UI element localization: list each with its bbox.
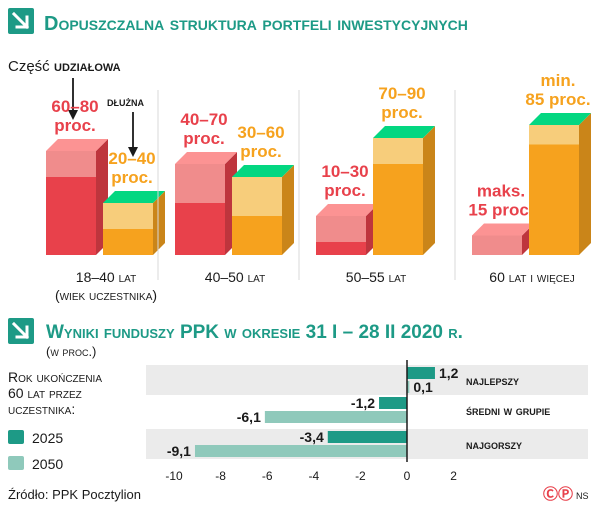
bar-value-label: 20–40 xyxy=(108,149,155,168)
category-label: 18–40 lat xyxy=(76,269,136,285)
result-bar xyxy=(407,367,435,379)
bar-min-segment xyxy=(529,144,579,255)
bar-side-face xyxy=(153,191,165,255)
bar-top-face xyxy=(529,113,591,125)
bar-value-label: min. xyxy=(541,71,576,90)
x-tick-label: 0 xyxy=(404,469,411,483)
bar-value-label: 30–60 xyxy=(237,123,284,142)
bar-value-label: 10–30 xyxy=(321,162,368,181)
bar-value-label: 60–80 xyxy=(51,97,98,116)
legend-equity-arrowhead xyxy=(68,110,78,120)
bar-side-face xyxy=(423,126,435,255)
legend-series-label: 2050 xyxy=(32,456,63,472)
bar-top-face xyxy=(46,139,108,151)
row-band xyxy=(146,365,588,395)
section2-subtitle: (w proc.) xyxy=(46,344,96,359)
bar-value-unit: proc. xyxy=(324,181,366,200)
bar-min-segment xyxy=(373,164,423,255)
bar-min-segment xyxy=(175,203,225,255)
bar-value-unit: proc. xyxy=(381,103,423,122)
x-tick-label: -8 xyxy=(215,469,226,483)
bar-side-face xyxy=(579,113,591,255)
bar-min-segment xyxy=(46,177,96,255)
legend-series-label: 2025 xyxy=(32,430,63,446)
result-value-label: -6,1 xyxy=(237,409,261,425)
bar-value-unit: proc. xyxy=(54,116,96,135)
bar-top-face xyxy=(472,223,534,236)
section2-header: Wyniki funduszy PPK w okresie 31 I – 28 … xyxy=(8,318,463,359)
result-bar xyxy=(327,431,407,443)
result-bar xyxy=(194,445,407,457)
bar-side-face xyxy=(282,165,294,255)
bar-range-segment xyxy=(175,164,225,203)
result-value-label: -9,1 xyxy=(167,443,191,459)
bar-range-segment xyxy=(316,216,366,242)
bar-range-segment xyxy=(472,235,522,255)
result-value-label: 1,2 xyxy=(439,365,459,381)
legend-prefix: Część xyxy=(8,58,50,75)
bar-range-segment xyxy=(46,151,96,177)
copyright-logo: ⒸⓅ xyxy=(543,485,573,503)
bar-value-unit: proc. xyxy=(111,168,153,187)
ppk-results-chart: 1,2 0,1 najlepszy -1,2 -6,1 średni w grupie -3… xyxy=(8,360,588,483)
result-value-label: 0,1 xyxy=(413,379,433,395)
section1-title: Dopuszczalna struktura portfeli inwestyc… xyxy=(44,13,468,35)
x-tick-label: -4 xyxy=(308,469,319,483)
bar-top-face xyxy=(103,191,165,203)
legend-swatch xyxy=(8,430,24,444)
bar-min-segment xyxy=(103,229,153,255)
category-label: (wiek uczestnika) xyxy=(55,287,157,303)
x-tick-label: 2 xyxy=(450,469,457,483)
bar-range-segment xyxy=(529,125,579,145)
bar-value-unit: proc. xyxy=(240,142,282,161)
x-tick-label: -2 xyxy=(355,469,366,483)
legend-swatch xyxy=(8,456,24,470)
legend-title-line: Rok ukończenia xyxy=(8,369,102,385)
bar-top-face xyxy=(232,165,294,177)
x-tick-label: -6 xyxy=(262,469,273,483)
legend-debt-arrowhead xyxy=(128,147,138,157)
legend-title-line: uczestnika: xyxy=(8,401,75,417)
source-note: Źródło: PPK Pocztylion xyxy=(8,487,141,502)
part-legend: Część udziałowa dłużna xyxy=(8,58,144,157)
bar-min-segment xyxy=(316,242,366,255)
bar-range-segment xyxy=(103,203,153,229)
author-initials: NS xyxy=(576,491,589,501)
bar-value-unit: 85 proc. xyxy=(525,90,590,109)
section2-title: Wyniki funduszy PPK w okresie 31 I – 28 … xyxy=(46,322,463,343)
category-label: 60 lat i więcej xyxy=(489,269,574,285)
bar-value-unit: 15 proc. xyxy=(468,201,533,220)
arrow-down-right-icon xyxy=(8,8,34,34)
result-value-label: -1,2 xyxy=(351,395,375,411)
row-category-label: najgorszy xyxy=(466,437,522,452)
bar-top-face xyxy=(316,204,378,216)
legend-equity-label: udziałowa xyxy=(54,58,121,75)
legend-debt-label: dłużna xyxy=(107,94,144,109)
bar-range-segment xyxy=(232,177,282,216)
category-label: 40–50 lat xyxy=(205,269,265,285)
x-tick-label: -10 xyxy=(165,469,183,483)
footer: Źródło: PPK Pocztylion ⒸⓅ NS xyxy=(8,485,589,503)
bar-value-label: maks. xyxy=(477,182,525,201)
bar-min-segment xyxy=(232,216,282,255)
result-bar xyxy=(379,397,407,409)
result-value-label: -3,4 xyxy=(300,429,324,445)
bar-value-unit: proc. xyxy=(183,129,225,148)
arrow-down-right-icon xyxy=(8,318,34,344)
section1-header: Dopuszczalna struktura portfeli inwestyc… xyxy=(8,8,468,35)
legend-title-line: 60 lat przez xyxy=(8,385,82,401)
bar-value-label: 70–90 xyxy=(378,84,425,103)
category-label: 50–55 lat xyxy=(346,269,406,285)
result-bar xyxy=(407,381,410,393)
bar-top-face xyxy=(175,152,237,164)
bar-top-face xyxy=(373,126,435,138)
row-category-label: średni w grupie xyxy=(466,403,550,418)
bar-value-label: 40–70 xyxy=(180,110,227,129)
result-bar xyxy=(264,411,407,423)
bar-range-segment xyxy=(373,138,423,164)
row-category-label: najlepszy xyxy=(466,373,519,388)
